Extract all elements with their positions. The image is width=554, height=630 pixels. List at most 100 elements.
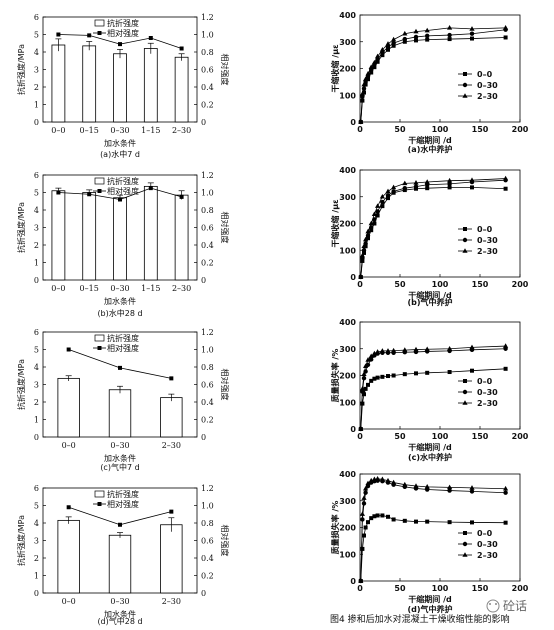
data-point [380, 348, 385, 353]
y-tick-label: 200 [339, 524, 356, 533]
panel-caption: (a)水中7 d [100, 149, 140, 159]
data-point [363, 491, 367, 495]
y-axis-label: 抗折强度/MPa [16, 515, 26, 566]
y-tick-label: 300 [339, 345, 356, 354]
data-point [386, 374, 390, 378]
legend-bar-label: 抗折强度 [107, 18, 139, 28]
y2-tick-label: 0.6 [201, 537, 214, 546]
y-tick-label: 200 [339, 372, 356, 381]
y-tick-label: 400 [339, 166, 356, 175]
y-tick-label: 3 [34, 66, 39, 75]
y-tick-label: 300 [339, 193, 356, 202]
y-tick-label: 3 [34, 224, 39, 233]
data-point [360, 547, 364, 551]
legend-marker [463, 238, 467, 242]
y2-tick-label: 1.0 [201, 189, 214, 198]
y-tick-label: 0 [350, 425, 356, 434]
y-tick-label: 5 [34, 502, 39, 511]
plot-frame [360, 170, 520, 277]
data-point [414, 371, 418, 375]
relative-strength-point [67, 348, 71, 352]
y-tick-label: 4 [34, 48, 39, 57]
x-tick-label: 200 [512, 584, 529, 593]
data-point [392, 517, 396, 521]
legend-bar-label: 抗折强度 [107, 489, 139, 499]
y2-axis-label: 相对强度 [220, 212, 230, 244]
data-point [503, 491, 507, 495]
y2-tick-label: 0.6 [201, 66, 214, 75]
x-tick-label: 50 [394, 584, 406, 593]
x-tick-label: 100 [432, 432, 449, 441]
legend-label: 2–30 [477, 399, 498, 408]
legend-marker [463, 72, 467, 76]
y2-axis-label: 相对强度 [220, 369, 230, 401]
legend-line-label: 相对强度 [107, 343, 139, 353]
y2-tick-label: 0.4 [201, 83, 214, 92]
x-tick-label: 100 [432, 280, 449, 289]
data-point [504, 521, 508, 525]
data-point [470, 369, 474, 373]
x-tick-label: 2–30 [162, 597, 181, 606]
y2-tick-label: 0.6 [201, 224, 214, 233]
data-point [392, 374, 396, 378]
data-point [503, 25, 508, 30]
bar-panel-c_left: 012345600.20.40.60.81.01.20–0 0–30 2–30抗折强… [16, 328, 230, 472]
y-axis-label: 干缩收缩 /με [330, 199, 340, 247]
watermark: 砼话 [487, 599, 527, 613]
data-point [361, 495, 366, 500]
y2-tick-label: 1.2 [201, 171, 214, 180]
data-point [469, 177, 474, 182]
bar-panel-a_left: 012345600.20.40.60.81.01.20–0 0–15 0–30 1–1… [16, 13, 230, 159]
data-point [425, 371, 429, 375]
legend-line-label: 相对强度 [107, 28, 139, 38]
data-point [402, 347, 407, 352]
y-tick-label: 6 [34, 171, 39, 180]
legend-label: 0–30 [477, 388, 498, 397]
data-point [470, 489, 474, 493]
data-point [366, 383, 370, 387]
y2-tick-label: 0 [201, 118, 206, 127]
x-tick-label: 150 [472, 280, 489, 289]
y-tick-label: 0 [34, 433, 39, 442]
relative-strength-point [180, 195, 184, 199]
y2-tick-label: 1.0 [201, 31, 214, 40]
legend-marker [463, 227, 467, 231]
x-tick-label: 1–15 [141, 126, 160, 135]
y-tick-label: 0 [34, 589, 39, 598]
y-tick-label: 5 [34, 31, 39, 40]
data-point [391, 41, 395, 45]
legend-line-marker [98, 346, 102, 350]
bar [109, 390, 131, 437]
y-tick-label: 2 [34, 83, 39, 92]
panel-caption: (d)气中养护 [407, 604, 452, 614]
data-point [380, 375, 384, 379]
watermark-text: 砼话 [503, 599, 527, 613]
y-tick-label: 3 [34, 537, 39, 546]
data-point [375, 476, 380, 481]
y-tick-label: 6 [34, 328, 39, 337]
legend-line-marker [98, 31, 102, 35]
legend-label: 0–30 [477, 236, 498, 245]
x-tick-label: 0–30 [110, 441, 129, 450]
data-point [403, 37, 407, 41]
legend-line-marker [98, 502, 102, 506]
x-axis-label: 干缩期间 /d [408, 442, 452, 452]
x-tick-label: 0–15 [80, 284, 99, 293]
x-tick-label: 0–0 [51, 284, 65, 293]
x-tick-label: 0 [357, 125, 363, 134]
y-tick-label: 1 [34, 259, 39, 268]
data-point [448, 520, 452, 524]
y2-tick-label: 0 [201, 589, 206, 598]
x-tick-label: 0–30 [110, 284, 129, 293]
bar [52, 45, 65, 122]
x-tick-label: 0–15 [80, 126, 99, 135]
x-axis-label: 干缩期间 /d [408, 135, 452, 145]
y2-tick-label: 0 [201, 276, 206, 285]
data-point [447, 33, 451, 37]
data-point [385, 189, 390, 194]
y-tick-label: 200 [339, 220, 356, 229]
data-point [386, 515, 390, 519]
legend-label: 0–0 [477, 70, 493, 79]
y-tick-label: 5 [34, 189, 39, 198]
relative-strength-point [180, 47, 184, 51]
